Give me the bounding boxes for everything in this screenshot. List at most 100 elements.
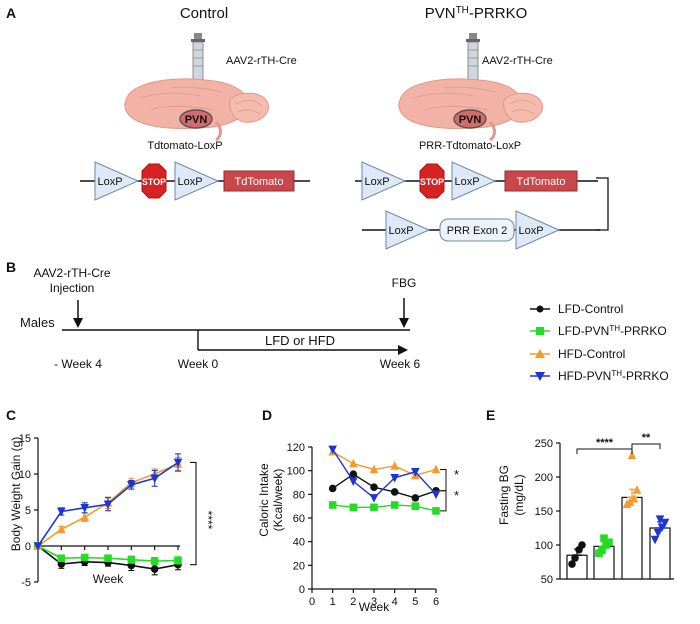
- chart-e-significance-bracket: [576, 448, 633, 454]
- chart-e-bar-group-1: [566, 541, 588, 580]
- chart-c-point: [103, 500, 113, 510]
- chart-e-ytick-label: 150: [535, 506, 553, 518]
- control-loxp-2-label: LoxP: [177, 176, 202, 188]
- chart-d-ytick-label: 20: [293, 560, 305, 572]
- chart-d-point: [349, 470, 358, 479]
- timeline-week-0: Week 0: [178, 357, 219, 371]
- chart-d-series-1: [328, 470, 440, 502]
- chart-e-significance-label: **: [642, 432, 651, 444]
- chart-e-significance-label: ****: [596, 437, 614, 449]
- chart-e-point: [571, 554, 579, 562]
- ko-reporter-label: PRR-Tdtomato-LoxP: [419, 140, 521, 152]
- chart-c-point: [57, 554, 66, 563]
- chart-c-point: [150, 474, 159, 484]
- chart-d-point: [328, 501, 337, 509]
- chart-d-point: [390, 488, 399, 496]
- chart-c-xlabel: Week: [93, 572, 124, 586]
- control-reporter-label: Tdtomato-LoxP: [147, 140, 222, 152]
- chart-d-point: [370, 503, 378, 512]
- chart-d-xtick-label: 2: [350, 596, 356, 608]
- chart-e-ytick-label: 250: [535, 438, 553, 450]
- legend-item-lfd-control: LFD-Control: [530, 302, 623, 316]
- chart-d-significance-2: *: [454, 488, 459, 503]
- chart-c-point: [127, 555, 136, 564]
- chart-d-point: [390, 501, 399, 509]
- chart-c-point: [150, 557, 159, 565]
- chart-e-point: [660, 518, 670, 528]
- chart-e-bar-group-3: [621, 450, 643, 580]
- chart-d-point: [328, 484, 337, 493]
- chart-d-point: [369, 494, 379, 503]
- ko-construct-1: LoxP STOP LoxP TdTomato: [355, 161, 598, 201]
- panel-e-label: E: [486, 407, 495, 423]
- chart-e-point: [627, 450, 637, 460]
- chart-c-point: [33, 542, 43, 551]
- timeline-males-label: Males: [20, 315, 55, 330]
- chart-e-point: [578, 541, 586, 549]
- ko-stop-label: STOP: [420, 177, 444, 187]
- timeline-injection-line2: Injection: [50, 281, 95, 295]
- svg-text:HFD-PVNTH-PRRKO: HFD-PVNTH-PRRKO: [558, 369, 669, 383]
- timeline-injection-line1: AAV2-rTH-Cre: [33, 266, 110, 280]
- ko-exon-loxp-2-label: LoxP: [518, 225, 543, 237]
- control-loxp-1-label: LoxP: [97, 176, 122, 188]
- chart-c-point: [127, 481, 136, 490]
- chart-d-ytick-label: 40: [293, 537, 305, 549]
- chart-d-point: [411, 502, 420, 510]
- chart-c-significance: ****: [201, 511, 215, 530]
- chart-d-series-line: [332, 451, 437, 477]
- ko-loxp-1-label: LoxP: [364, 176, 389, 188]
- control-title: Control: [180, 5, 228, 22]
- chart-d-ylabel-line2: (Kcal/week): [271, 469, 285, 532]
- chart-c-point: [57, 560, 66, 568]
- chart-e-bar: [621, 496, 643, 580]
- timeline-axis: [62, 298, 410, 355]
- chart-d-ytick-label: 60: [293, 513, 305, 525]
- legend-item-hfd-ko: HFD-PVNTH-PRRKO: [530, 369, 669, 383]
- ko-region-label: PVN: [459, 114, 482, 126]
- chart-d-point: [390, 473, 399, 483]
- chart-d-xtick-label: 1: [330, 596, 336, 608]
- chart-d-xtick-label: 5: [412, 596, 418, 608]
- control-region-label: PVN: [185, 114, 208, 126]
- chart-d-point: [349, 458, 358, 468]
- chart-e-point: [629, 493, 639, 503]
- brain-control-icon: [124, 78, 269, 142]
- chart-d-series-3: [328, 446, 441, 480]
- chart-e-point: [598, 546, 606, 555]
- chart-c-ytick-label: 0: [25, 541, 31, 553]
- chart-c-ytick-label: 15: [19, 433, 31, 445]
- chart-d-ytick-label: 80: [293, 489, 305, 501]
- chart-d-point: [390, 461, 399, 470]
- chart-e-ytick-label: 100: [535, 540, 553, 552]
- chart-c: Body Weight Gain (g) Week 5 **** -505101…: [9, 433, 215, 589]
- ko-tdtomato-label: TdTomato: [517, 176, 566, 188]
- panel-c-label: C: [6, 407, 16, 423]
- chart-d-significance-1: *: [454, 467, 459, 482]
- chart-d-ytick-label: 120: [287, 442, 305, 454]
- chart-e-point: [650, 535, 660, 545]
- control-construct: LoxP STOP LoxP TdTomato: [80, 161, 310, 201]
- chart-d-point: [328, 445, 337, 455]
- chart-d: Caloric Intake (Kcal/week) Week * * 0204…: [257, 442, 459, 614]
- control-stop-label: STOP: [142, 177, 166, 187]
- chart-d-xlabel: Week: [359, 600, 390, 614]
- chart-d-point: [411, 468, 420, 477]
- ko-loxp-2-label: LoxP: [454, 176, 479, 188]
- chart-c-point: [173, 458, 183, 468]
- chart-c-point: [104, 554, 112, 563]
- chart-e-point: [600, 534, 608, 542]
- panel-d-label: D: [262, 407, 272, 423]
- chart-d-bracket-1: [440, 468, 447, 492]
- chart-e-point: [655, 515, 665, 524]
- chart-c-point: [57, 507, 66, 517]
- chart-c-series-4: [33, 453, 183, 551]
- chart-d-point: [432, 507, 440, 515]
- chart-d-ytick-label: 100: [287, 466, 305, 478]
- chart-c-point: [80, 504, 89, 513]
- ko-title: PVNTH-PRRKO: [425, 5, 528, 22]
- chart-e-ylabel-line2: (mg/dL): [512, 474, 526, 515]
- chart-d-xtick-label: 4: [392, 596, 398, 608]
- control-virus-label: AAV2-rTH-Cre: [226, 55, 297, 67]
